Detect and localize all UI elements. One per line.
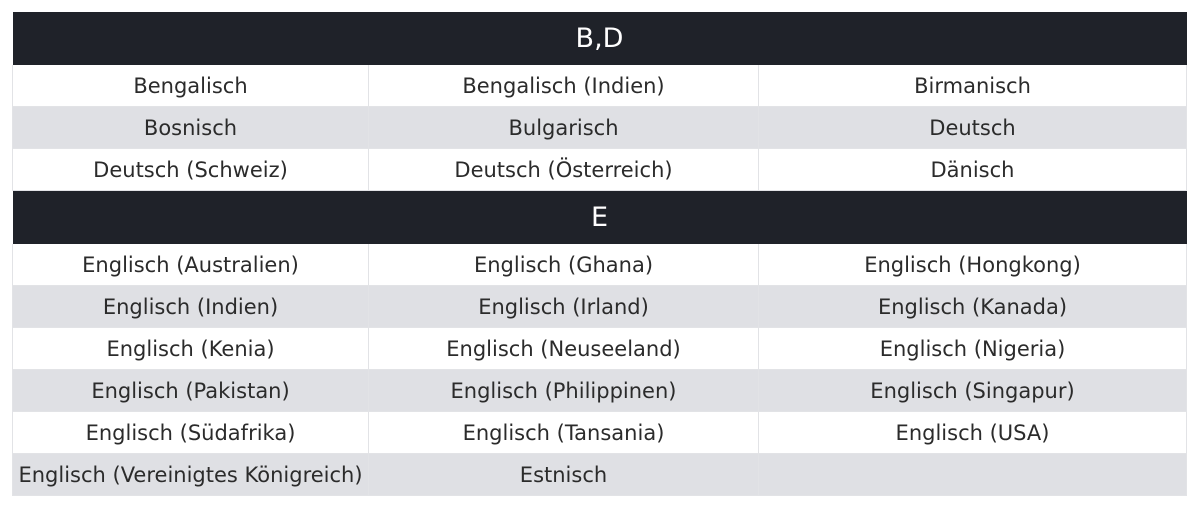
table-row: Englisch (Südafrika) Englisch (Tansania)… <box>12 411 1187 454</box>
language-cell: Englisch (Ghana) <box>368 244 759 286</box>
language-cell: Englisch (Pakistan) <box>12 369 369 412</box>
table-row: Deutsch (Schweiz) Deutsch (Österreich) D… <box>12 148 1187 191</box>
language-cell: Englisch (Vereinigtes Königreich) <box>12 453 369 496</box>
language-cell: Englisch (Südafrika) <box>12 411 369 454</box>
language-table: B,D Bengalisch Bengalisch (Indien) Birma… <box>12 12 1187 496</box>
language-cell: Bulgarisch <box>368 106 759 149</box>
group-header-b-d: B,D <box>12 12 1187 65</box>
language-cell: Englisch (Kenia) <box>12 327 369 370</box>
language-cell: Deutsch (Österreich) <box>368 148 759 191</box>
table-row: Englisch (Indien) Englisch (Irland) Engl… <box>12 285 1187 328</box>
table-row: Englisch (Pakistan) Englisch (Philippine… <box>12 369 1187 412</box>
language-cell: Englisch (Nigeria) <box>758 327 1187 370</box>
language-cell: Bengalisch <box>12 65 369 107</box>
table-row: Bosnisch Bulgarisch Deutsch <box>12 106 1187 149</box>
group-header-row: B,D <box>12 12 1187 65</box>
language-cell: Englisch (Australien) <box>12 244 369 286</box>
language-cell: Englisch (Hongkong) <box>758 244 1187 286</box>
language-cell: Englisch (Philippinen) <box>368 369 759 412</box>
table-row: Bengalisch Bengalisch (Indien) Birmanisc… <box>12 65 1187 107</box>
group-header-e: E <box>12 190 1187 244</box>
language-cell: Englisch (USA) <box>758 411 1187 454</box>
language-cell: Bosnisch <box>12 106 369 149</box>
language-cell: Deutsch (Schweiz) <box>12 148 369 191</box>
language-cell: Englisch (Singapur) <box>758 369 1187 412</box>
table-row: Englisch (Australien) Englisch (Ghana) E… <box>12 244 1187 286</box>
language-cell: Deutsch <box>758 106 1187 149</box>
empty-cell <box>758 453 1187 496</box>
language-cell: Bengalisch (Indien) <box>368 65 759 107</box>
table-row: Englisch (Kenia) Englisch (Neuseeland) E… <box>12 327 1187 370</box>
language-cell: Dänisch <box>758 148 1187 191</box>
language-cell: Estnisch <box>368 453 759 496</box>
language-cell: Englisch (Indien) <box>12 285 369 328</box>
language-cell: Englisch (Irland) <box>368 285 759 328</box>
table-row: Englisch (Vereinigtes Königreich) Estnis… <box>12 453 1187 496</box>
language-cell: Englisch (Neuseeland) <box>368 327 759 370</box>
language-cell: Englisch (Tansania) <box>368 411 759 454</box>
group-header-row: E <box>12 190 1187 244</box>
language-cell: Englisch (Kanada) <box>758 285 1187 328</box>
language-cell: Birmanisch <box>758 65 1187 107</box>
